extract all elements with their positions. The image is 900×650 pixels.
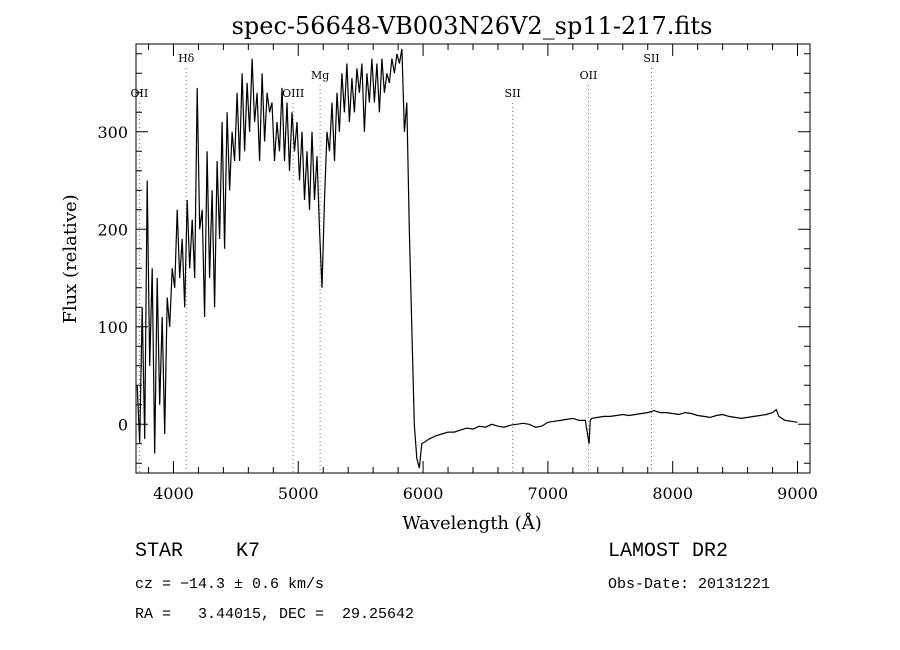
spectral-line-label: SII [643, 52, 659, 65]
axis-ticks: 4000 5000 6000 7000 8000 9000 0 100 200 300 [97, 44, 818, 503]
x-tick-label: 8000 [652, 484, 693, 503]
spectral-line-label: OII [580, 69, 598, 82]
y-tick-label: 200 [97, 220, 128, 239]
x-tick-label: 9000 [777, 484, 818, 503]
x-tick-label: 5000 [278, 484, 319, 503]
y-tick-label: 100 [97, 318, 128, 337]
x-tick-label: 7000 [528, 484, 569, 503]
spectral-line-label: Mg [311, 69, 329, 82]
spectral-line-label: OII [131, 87, 149, 100]
coordinates-info: RA = 3.44015, DEC = 29.25642 [135, 606, 415, 623]
x-axis-label: Wavelength (Å) [402, 512, 542, 534]
y-tick-label: 300 [97, 123, 128, 142]
x-tick-label: 4000 [153, 484, 194, 503]
spectrum-series-line [136, 48, 798, 469]
x-tick-label: 6000 [403, 484, 444, 503]
chart-title: spec-56648-VB003N26V2_sp11-217.fits [232, 12, 713, 40]
spectral-line-label: Hδ [178, 52, 195, 65]
y-axis-label: Flux (relative) [60, 194, 81, 323]
spectral-line-label: SII [504, 87, 520, 100]
survey-name: LAMOST DR2 [608, 540, 729, 563]
redshift-info: cz = −14.3 ± 0.6 km/s [135, 576, 325, 593]
object-type: STAR [135, 540, 184, 563]
object-class: K7 [236, 540, 261, 563]
obs-date: Obs-Date: 20131221 [608, 576, 771, 593]
y-tick-label: 0 [118, 415, 128, 434]
spectral-line-label: OIII [282, 87, 304, 100]
